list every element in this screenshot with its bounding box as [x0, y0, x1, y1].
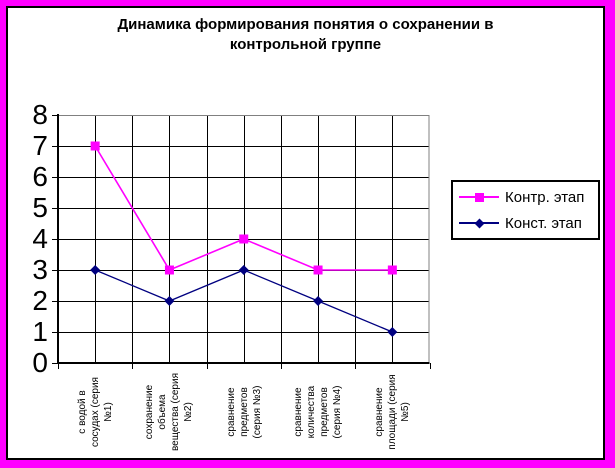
- legend-label-konst: Конст. этап: [505, 214, 582, 232]
- x-category-label: сравнение предметов (серия №3): [225, 385, 263, 439]
- y-tick-label: 5: [32, 192, 48, 223]
- x-category-label: сравнение количества предметов (серия №4): [293, 385, 344, 439]
- plot-area: [52, 114, 431, 369]
- y-tick-label: 1: [32, 316, 48, 347]
- diamond-marker: [238, 265, 249, 275]
- chart-title-line-2: контрольной группе: [229, 36, 382, 53]
- y-tick-label: 6: [32, 161, 48, 192]
- y-tick-label: 3: [32, 254, 48, 285]
- y-tick-label: 8: [32, 99, 48, 130]
- diamond-marker: [164, 296, 175, 306]
- chart-title: Динамика формирования понятия о сохранен…: [8, 15, 603, 55]
- diamond-marker: [313, 296, 324, 306]
- x-category-label: сохранение объема вещества (серия №2): [144, 373, 195, 452]
- square-marker: [90, 141, 100, 151]
- diamond-marker: [90, 265, 101, 275]
- chart-panel: Динамика формирования понятия о сохранен…: [6, 6, 605, 460]
- square-marker: [239, 234, 249, 244]
- y-tick-label: 4: [32, 223, 48, 254]
- square-marker: [313, 265, 323, 275]
- y-tick-label: 0: [32, 347, 48, 378]
- legend-item-konst: Конст. этап: [459, 213, 594, 233]
- y-tick-label: 2: [32, 285, 48, 316]
- konst-series-marker-icon: [459, 216, 499, 230]
- legend-item-kontr: Контр. этап: [459, 187, 594, 207]
- y-tick-label: 7: [32, 130, 48, 161]
- square-marker: [387, 265, 397, 275]
- x-category-label: сравнение площади (серия №5): [373, 374, 411, 450]
- legend-label-kontr: Контр. этап: [505, 188, 585, 206]
- kontr-series-marker-icon: [459, 190, 499, 204]
- x-category-label: с водой в сосудах (серия №1): [76, 377, 114, 447]
- diamond-marker: [387, 327, 398, 337]
- chart-title-line-1: Динамика формирования понятия о сохранен…: [117, 16, 494, 33]
- legend: Контр. этап Конст. этап: [451, 180, 600, 240]
- square-marker: [164, 265, 174, 275]
